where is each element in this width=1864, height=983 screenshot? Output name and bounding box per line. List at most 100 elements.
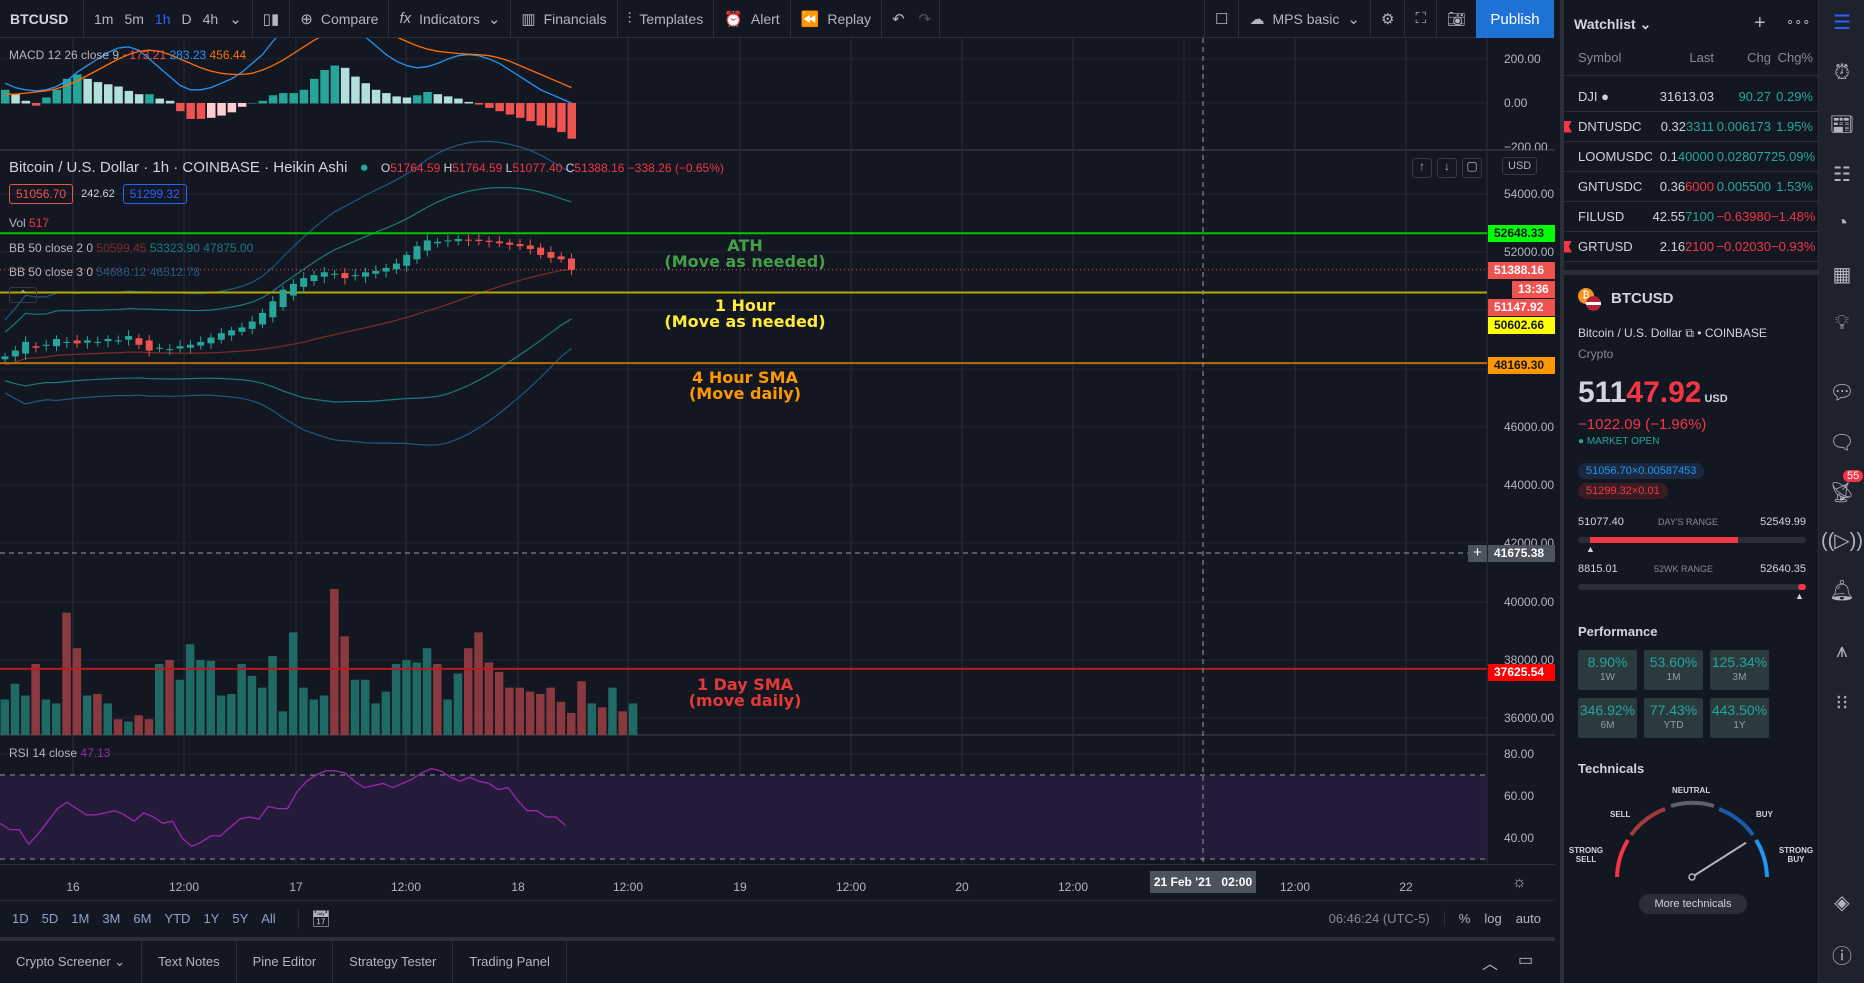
- more-technicals-button[interactable]: More technicals: [1639, 894, 1747, 914]
- range-ytd[interactable]: YTD: [164, 911, 191, 926]
- bottom-tab-strategy-tester[interactable]: Strategy Tester: [333, 940, 454, 983]
- compare-button[interactable]: ⊕ Compare: [290, 0, 390, 38]
- calendar-clock-icon[interactable]: ◔: [1835, 212, 1849, 234]
- chart-settings-sun-icon[interactable]: ☼: [1512, 874, 1527, 891]
- calendar-icon[interactable]: ▦: [1832, 264, 1852, 286]
- technicals-gauge[interactable]: [1564, 780, 1818, 890]
- watchlist-title[interactable]: Watchlist ⌄: [1574, 16, 1652, 32]
- watchlist-row[interactable]: DNTUSDC 0.323311 0.006173 1.95%: [1564, 112, 1818, 142]
- candle-body: [166, 349, 174, 351]
- add-alert-plus-icon[interactable]: +: [1468, 545, 1487, 562]
- layers-icon[interactable]: ◈: [1834, 892, 1850, 914]
- 1d-sma-annotation[interactable]: 1 Day SMA (move daily): [645, 677, 845, 709]
- publish-button[interactable]: Publish: [1476, 0, 1554, 38]
- add-symbol-plus-icon[interactable]: +: [1754, 12, 1766, 34]
- chart-type-button[interactable]: ▯▮: [253, 0, 291, 38]
- help-icon[interactable]: ⓘ: [1832, 946, 1852, 968]
- watchlist-row[interactable]: LOOMUSDC 0.140000 0.028077 25.09%: [1564, 142, 1818, 172]
- live-stream-icon[interactable]: ((▷)): [1820, 530, 1864, 552]
- range-3m[interactable]: 3M: [102, 911, 121, 926]
- interval-5m[interactable]: 5m: [124, 10, 144, 27]
- col-last[interactable]: Last: [1689, 50, 1714, 65]
- snapshot-button[interactable]: 📷︎: [1437, 0, 1476, 38]
- col-chg[interactable]: Chg: [1747, 50, 1771, 65]
- performance-1y: 443.50% 1Y: [1710, 698, 1769, 738]
- watchlist-row[interactable]: DJI ● 31613.03 90.27 0.29%: [1564, 82, 1818, 112]
- templates-button[interactable]: ⫶ Templates: [618, 0, 715, 38]
- sell-button[interactable]: 51056.70: [9, 184, 74, 204]
- settings-button[interactable]: ⚙: [1371, 0, 1406, 38]
- interval-4h[interactable]: 4h: [202, 10, 219, 27]
- watchlist-row[interactable]: GNTUSDC 0.366000 0.005500 1.53%: [1564, 172, 1818, 202]
- col-chg-pct[interactable]: Chg%: [1777, 50, 1813, 65]
- range-6m[interactable]: 6M: [133, 911, 152, 926]
- candle-body: [362, 272, 369, 277]
- bb2-legend: BB 50 close 3 0 54686.12 46512.78: [9, 265, 200, 279]
- flag-icon[interactable]: [1564, 120, 1572, 133]
- replay-button[interactable]: ⏪ Replay: [791, 0, 882, 38]
- range-5d[interactable]: 5D: [41, 911, 59, 926]
- collapse-legend-button[interactable]: ⌃: [9, 287, 37, 303]
- auto-toggle[interactable]: auto: [1515, 911, 1541, 926]
- undo-icon[interactable]: ↶: [891, 10, 905, 28]
- range-1d[interactable]: 1D: [12, 911, 29, 926]
- collapse-panel-chevron-icon[interactable]: ︿: [1482, 956, 1499, 973]
- alarm-clock-icon[interactable]: ⏰︎: [1834, 62, 1850, 84]
- currency-button[interactable]: USD: [1502, 157, 1538, 175]
- bell-icon[interactable]: 🔔︎: [1829, 580, 1855, 602]
- volume-bar: [577, 681, 586, 735]
- chevron-down-icon[interactable]: ⌄: [229, 10, 242, 28]
- bottom-tab-trading-panel[interactable]: Trading Panel: [453, 940, 567, 983]
- alert-button[interactable]: ⏰ Alert: [714, 0, 791, 38]
- interval-d[interactable]: D: [181, 10, 192, 27]
- watchlist-icon[interactable]: ☰: [1833, 12, 1851, 34]
- 4h-sma-annotation[interactable]: 4 Hour SMA (Move daily): [645, 370, 845, 402]
- news-icon[interactable]: 📰︎: [1829, 114, 1855, 136]
- bottom-tab-crypto-screener[interactable]: Crypto Screener ⌄: [0, 940, 143, 983]
- financials-button[interactable]: ▥ Financials: [511, 0, 618, 38]
- external-link-icon[interactable]: ⧉: [1685, 326, 1694, 340]
- bottom-tab-pine-editor[interactable]: Pine Editor: [237, 940, 334, 983]
- watchlist-row[interactable]: FILUSD 42.557100 −0.63980 −1.48%: [1564, 202, 1818, 232]
- maximize-pane-icon[interactable]: ▢: [1462, 158, 1482, 178]
- macd-histogram-bar: [104, 84, 113, 104]
- symbol-search[interactable]: BTCUSD: [0, 0, 84, 38]
- indicators-button[interactable]: fx Indicators ⌄: [389, 0, 512, 38]
- streams-icon[interactable]: 📡︎: [1829, 482, 1855, 504]
- 1h-annotation[interactable]: 1 Hour (Move as needed): [645, 298, 845, 330]
- chats-icon[interactable]: 💬︎: [1829, 382, 1855, 404]
- layout-select[interactable]: ☁ MPS basic ⌄: [1239, 0, 1371, 38]
- fullscreen-button[interactable]: ⛶: [1405, 0, 1437, 38]
- hotlist-icon[interactable]: ☷: [1833, 164, 1851, 186]
- buy-button[interactable]: 51299.32: [122, 184, 187, 204]
- maximize-panel-icon[interactable]: ▭: [1518, 952, 1534, 969]
- range-all[interactable]: All: [261, 911, 276, 926]
- range-1m[interactable]: 1M: [71, 911, 90, 926]
- ideas-lightbulb-icon[interactable]: 💡︎: [1835, 312, 1849, 334]
- goto-date-icon[interactable]: 📅︎: [297, 908, 331, 929]
- move-up-icon[interactable]: ↑: [1412, 158, 1432, 178]
- bottom-tab-text-notes[interactable]: Text Notes: [142, 940, 237, 983]
- log-toggle[interactable]: log: [1484, 911, 1502, 926]
- range-1y[interactable]: 1Y: [203, 911, 220, 926]
- chat-icon[interactable]: 🗨︎: [1829, 432, 1855, 454]
- chart-canvas[interactable]: [0, 38, 1555, 865]
- interval-1h[interactable]: 1h: [154, 10, 171, 27]
- watchlist-row[interactable]: GRTUSD 2.162100 −0.02030 −0.93%: [1564, 232, 1818, 262]
- clock[interactable]: 06:46:24 (UTC-5): [1329, 911, 1445, 926]
- flag-icon[interactable]: [1564, 240, 1572, 253]
- rsi-band: [0, 775, 1487, 859]
- dom-icon[interactable]: ⁝⁝: [1835, 692, 1849, 714]
- interval-1m[interactable]: 1m: [94, 10, 114, 27]
- more-options-icon[interactable]: ∘∘∘: [1786, 14, 1811, 29]
- candle-body: [176, 346, 184, 349]
- macd-histogram-bar: [134, 94, 144, 104]
- trading-icon[interactable]: ⩚: [1836, 640, 1848, 662]
- percent-toggle[interactable]: %: [1458, 911, 1471, 926]
- move-down-icon[interactable]: ↓: [1437, 158, 1457, 178]
- layout-toggle[interactable]: ☐: [1204, 0, 1240, 38]
- col-symbol[interactable]: Symbol: [1578, 50, 1622, 65]
- range-5y[interactable]: 5Y: [232, 911, 249, 926]
- ath-annotation[interactable]: ATH (Move as needed): [645, 238, 845, 270]
- redo-icon[interactable]: ↷: [918, 10, 932, 28]
